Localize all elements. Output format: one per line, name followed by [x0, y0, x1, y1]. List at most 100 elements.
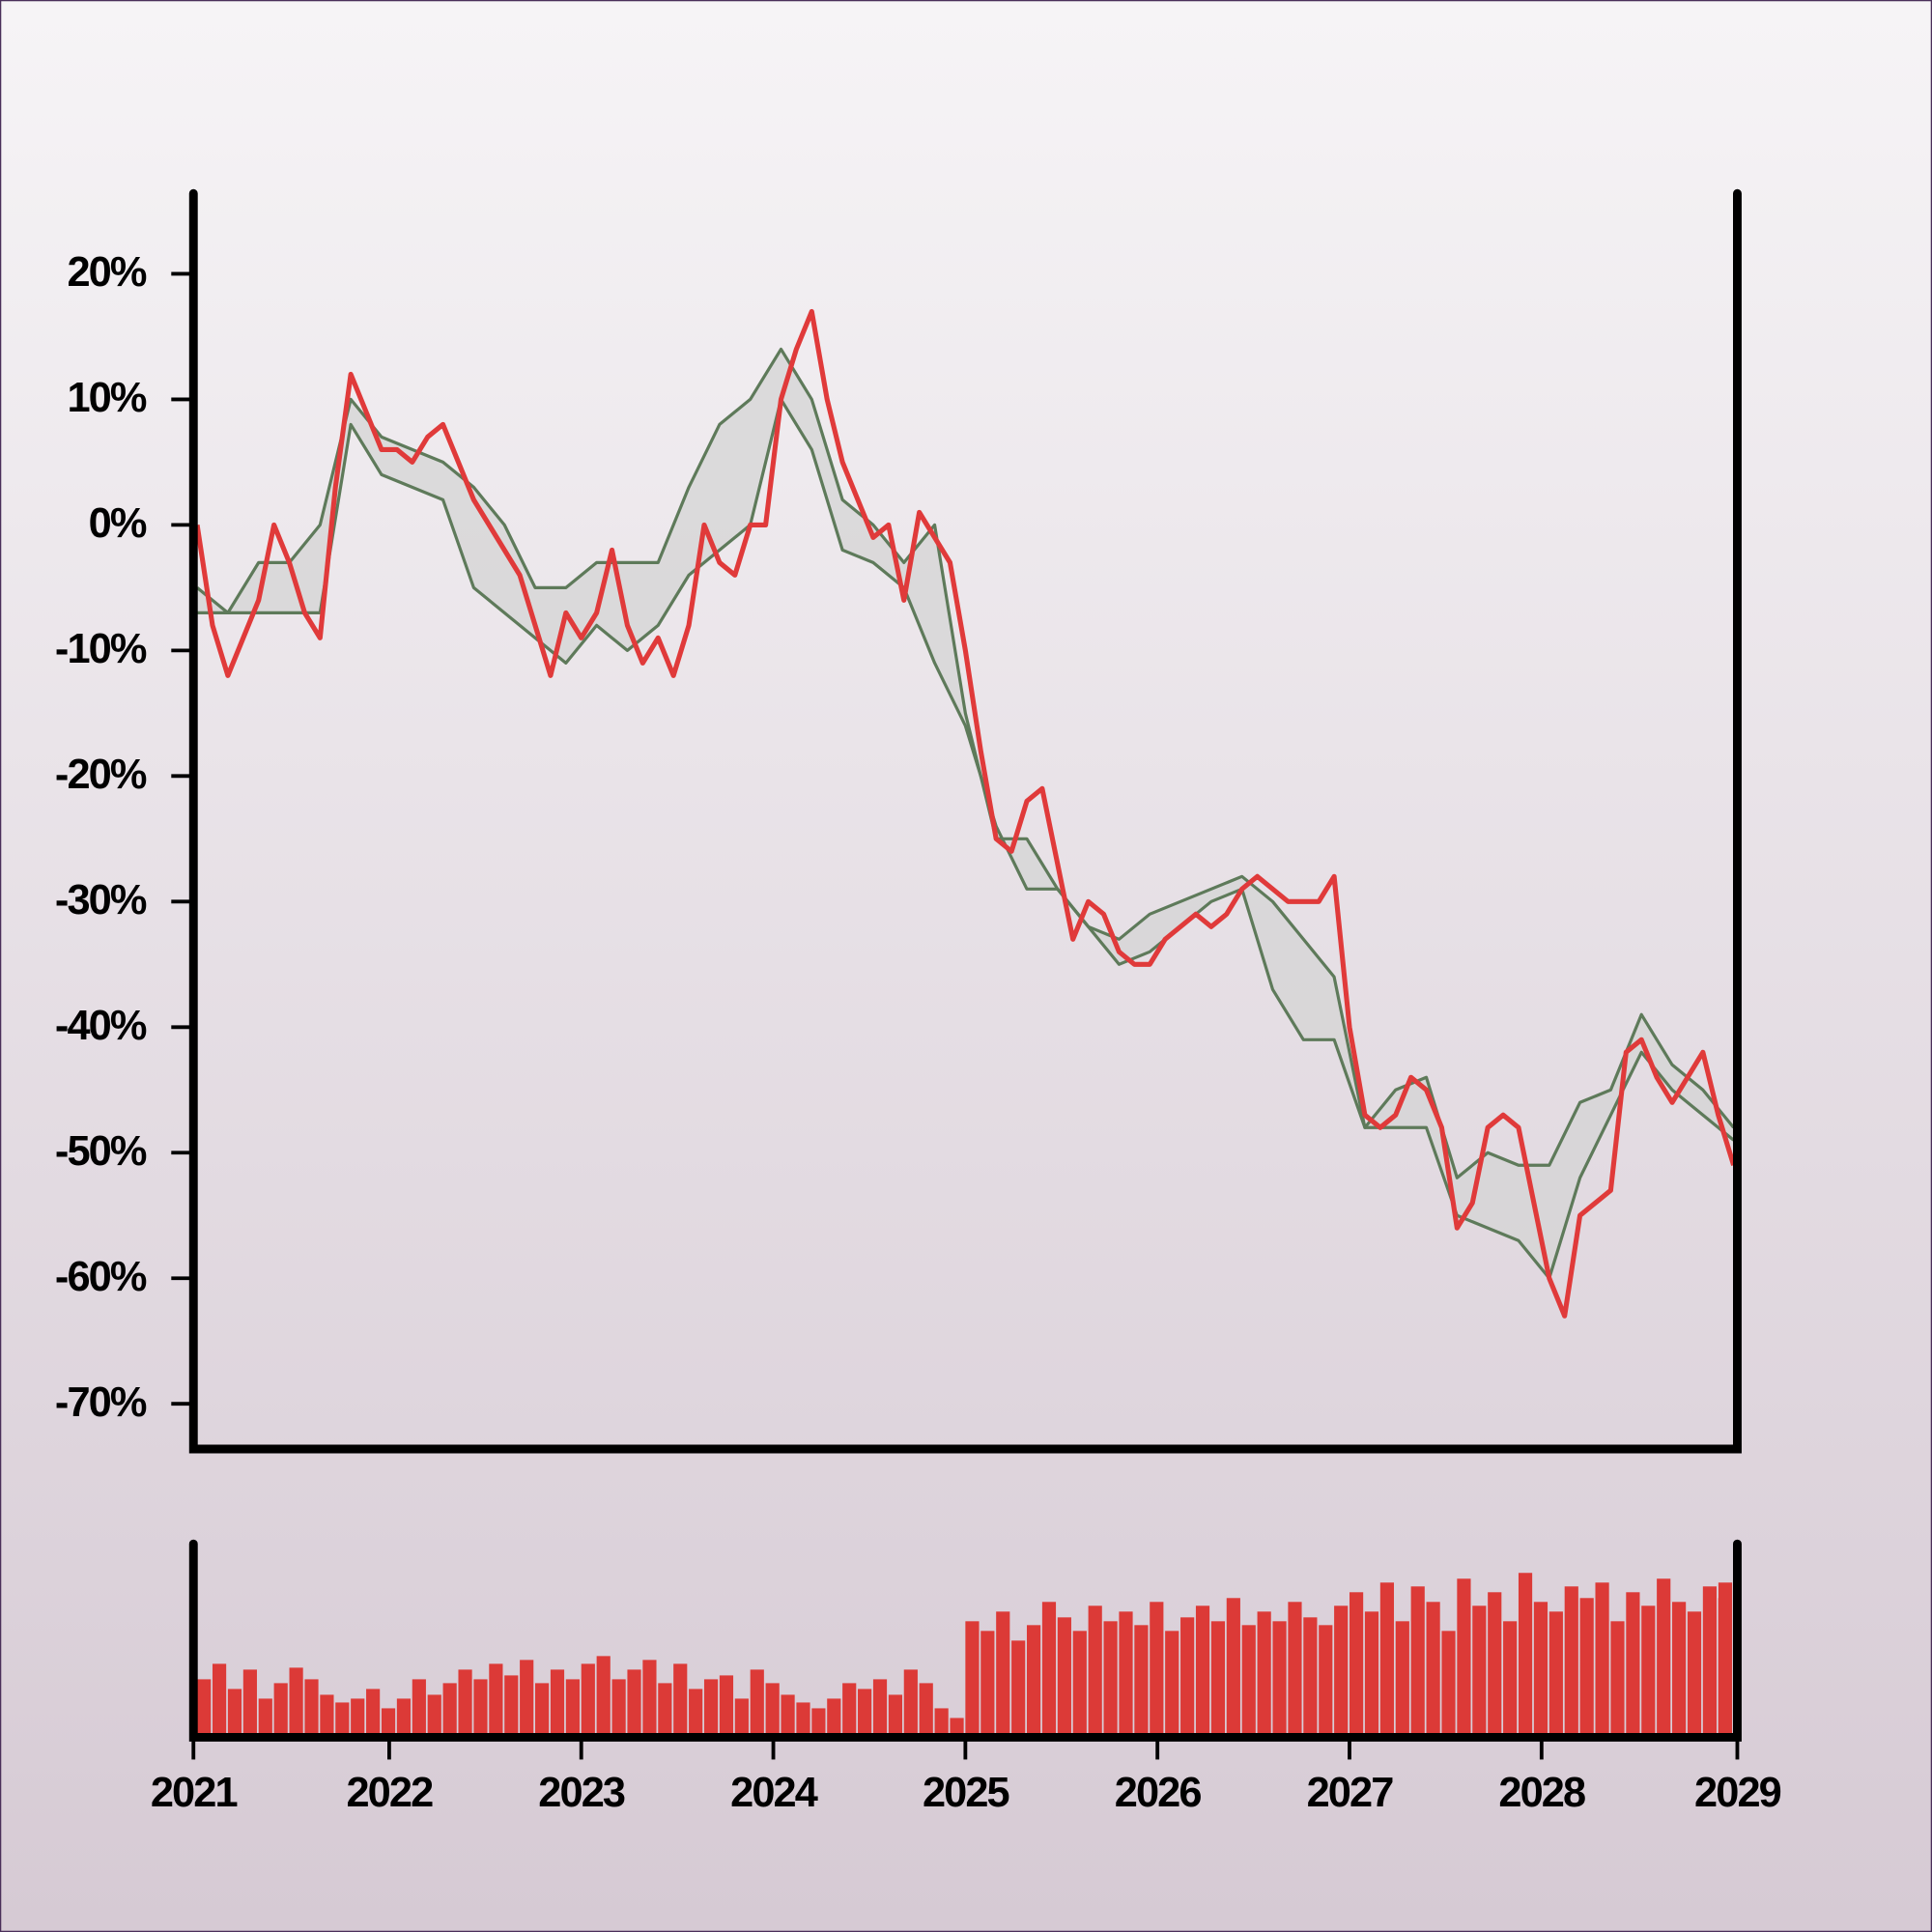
volume-bar	[273, 1683, 288, 1738]
volume-bar	[412, 1679, 426, 1738]
band-line	[197, 397, 1735, 1280]
volume-bar	[781, 1694, 795, 1738]
volume-bar	[1350, 1592, 1364, 1738]
volume-bar	[1702, 1586, 1718, 1738]
x-tick-label: 2029	[1694, 1770, 1781, 1816]
y-tick-label: 20%	[67, 249, 146, 296]
volume-bar	[719, 1675, 734, 1738]
volume-bar	[1119, 1611, 1133, 1738]
volume-bar	[611, 1679, 626, 1738]
volume-bar	[242, 1669, 257, 1738]
volume-bar	[1180, 1617, 1195, 1738]
volume-bar	[1457, 1578, 1471, 1738]
volume-bar	[550, 1669, 565, 1738]
volume-bar	[212, 1663, 227, 1738]
volume-bar	[304, 1679, 319, 1738]
volume-bar	[565, 1679, 580, 1738]
x-tick-label: 2028	[1498, 1770, 1585, 1816]
volume-bar	[1518, 1573, 1533, 1738]
volume-bar	[1426, 1602, 1440, 1738]
volume-bar	[473, 1679, 488, 1738]
volume-bar	[1210, 1621, 1226, 1738]
volume-bar	[427, 1694, 441, 1738]
volume-bar	[950, 1718, 964, 1738]
volume-bar	[320, 1694, 334, 1738]
volume-bar	[1718, 1582, 1733, 1738]
volume-bar	[811, 1708, 826, 1738]
volume-bar	[903, 1669, 918, 1738]
x-tick-label: 2022	[346, 1770, 433, 1816]
y-tick-label: -30%	[55, 877, 147, 923]
volume-bar	[520, 1660, 534, 1738]
volume-bar	[1134, 1625, 1149, 1738]
volume-bar	[658, 1683, 672, 1738]
volume-bar	[827, 1698, 841, 1738]
volume-bar	[1472, 1605, 1487, 1738]
volume-bar	[1503, 1621, 1518, 1738]
volume-bar	[750, 1669, 764, 1738]
volume-bar	[258, 1698, 272, 1738]
volume-bar	[1488, 1592, 1502, 1738]
volume-bar	[1288, 1602, 1302, 1738]
y-tick-label: 0%	[89, 500, 147, 547]
volume-bar	[442, 1683, 457, 1738]
volume-bar	[1319, 1625, 1333, 1738]
axes: 20% 10% 0% -10% -20% -30% -40% -50% -60% -70% 2021…	[55, 188, 1783, 1816]
volume-bar	[1026, 1625, 1041, 1738]
x-tick-label: 2023	[538, 1770, 625, 1816]
x-tick-label: 2021	[151, 1770, 238, 1816]
volume-bar	[888, 1694, 903, 1738]
y-tick-label: -20%	[55, 752, 147, 798]
volume-bar	[227, 1689, 242, 1738]
volume-bar	[1610, 1621, 1625, 1738]
volume-bar	[703, 1679, 719, 1738]
volume-bar	[1150, 1602, 1164, 1738]
volume-bar	[1395, 1621, 1409, 1738]
volume-bar	[1595, 1582, 1609, 1738]
volume-bar	[458, 1669, 472, 1738]
volume-bar	[842, 1683, 857, 1738]
volume-bar	[1057, 1617, 1071, 1738]
band-line	[196, 347, 1735, 1179]
y-tick-label: -10%	[55, 626, 147, 672]
volume-bar	[504, 1675, 519, 1738]
volume-bar	[858, 1689, 872, 1738]
y-tick-label: 10%	[67, 375, 146, 421]
volume-bar	[1272, 1621, 1287, 1738]
volume-bar	[1195, 1605, 1210, 1738]
volume-bar	[1257, 1611, 1271, 1738]
volume-bar	[1103, 1621, 1118, 1738]
volume-bar	[627, 1669, 641, 1738]
volume-bar	[673, 1663, 688, 1738]
volume-bar	[1548, 1611, 1563, 1738]
volume-bar	[366, 1689, 381, 1738]
volume-bar	[1687, 1611, 1702, 1738]
volume-bar	[351, 1698, 365, 1738]
y-tick-label: -40%	[55, 1003, 147, 1049]
volume-bar	[1657, 1578, 1671, 1738]
band-fill	[197, 349, 1734, 1279]
volume-bar	[581, 1663, 595, 1738]
volume-bar	[996, 1611, 1010, 1738]
volume-bar	[1364, 1611, 1379, 1738]
volume-bar	[934, 1708, 949, 1738]
price-panel	[194, 308, 1737, 1319]
volume-bar	[872, 1679, 888, 1738]
volume-bar	[980, 1631, 995, 1738]
y-tick-label: -60%	[55, 1254, 147, 1300]
x-tick-label: 2025	[923, 1770, 1009, 1816]
volume-bar	[1303, 1617, 1318, 1738]
volume-bar	[596, 1656, 611, 1738]
volume-bar	[1041, 1602, 1057, 1738]
y-tick-label: -50%	[55, 1128, 147, 1175]
price-line	[194, 308, 1737, 1319]
volume-bar	[1334, 1605, 1349, 1738]
volume-bar	[1641, 1605, 1656, 1738]
price-frame	[188, 188, 1742, 1454]
x-tick-label: 2027	[1307, 1770, 1394, 1816]
volume-bar	[965, 1621, 980, 1738]
volume-bar	[1579, 1598, 1594, 1738]
volume-bar	[489, 1663, 503, 1738]
